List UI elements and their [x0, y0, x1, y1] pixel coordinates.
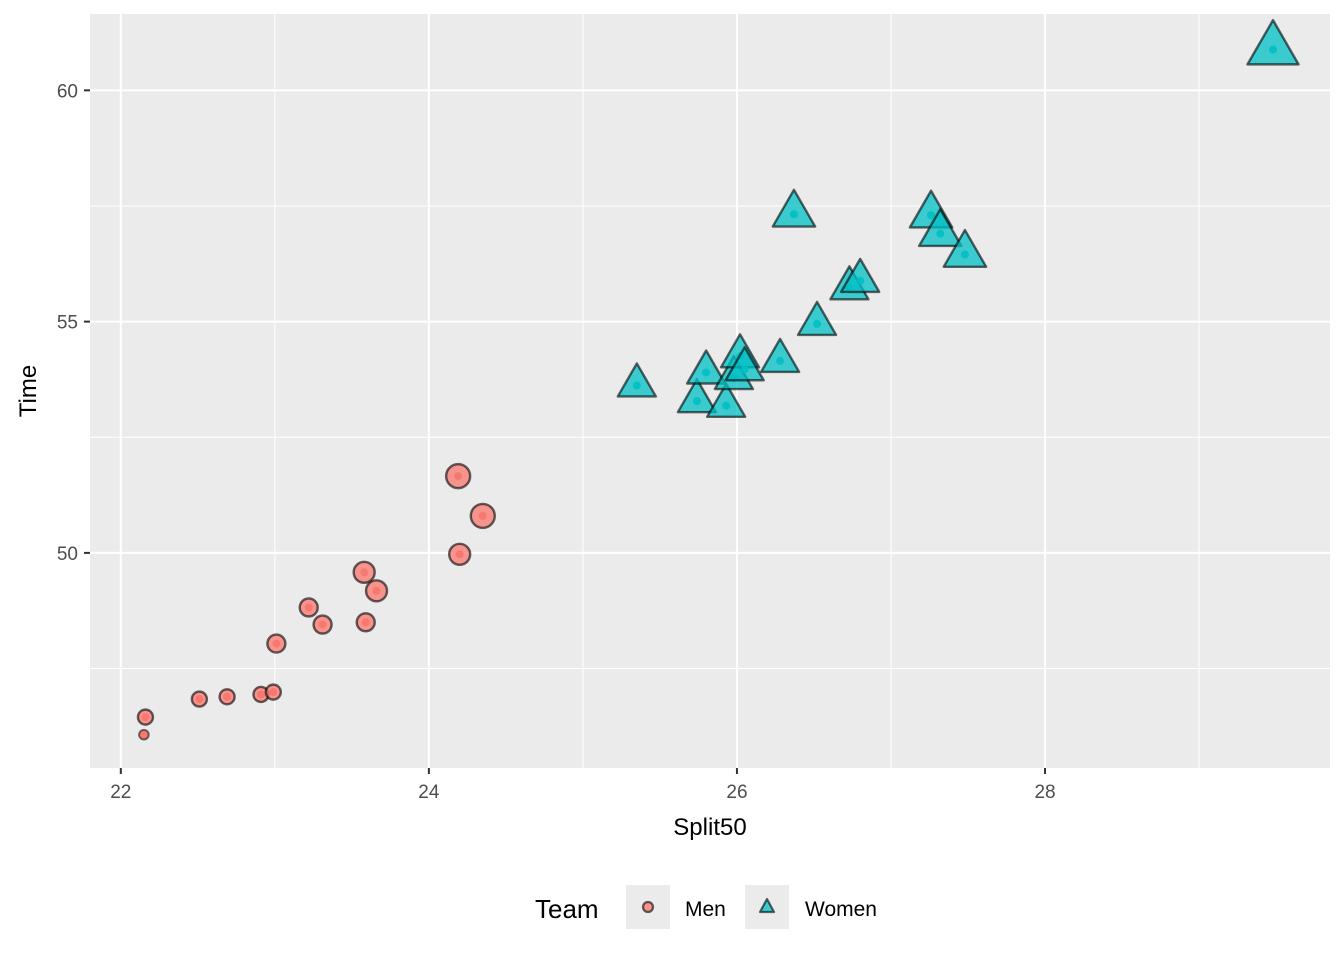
women-point-center: [722, 401, 731, 410]
women-point-center: [960, 250, 969, 259]
legend-label-women: Women: [805, 898, 877, 921]
women-point: [1246, 18, 1300, 66]
women-point: [917, 208, 963, 248]
men-point-center: [318, 620, 327, 629]
women-point-shape: [616, 362, 658, 398]
men-point-center: [455, 550, 464, 559]
men-point: [266, 633, 287, 654]
women-point-shape: [942, 228, 988, 268]
men-point: [218, 688, 236, 706]
women-point-shape: [676, 377, 718, 414]
men-point: [138, 728, 150, 741]
legend-title: Team: [535, 894, 599, 924]
women-point: [771, 188, 817, 228]
women-point: [616, 362, 658, 398]
x-tick-label: 26: [726, 782, 747, 803]
men-point-center: [454, 472, 463, 481]
women-point-shape: [1246, 18, 1300, 66]
women-point-center: [813, 319, 822, 328]
men-point: [364, 579, 389, 603]
women-point-shape: [917, 208, 963, 248]
women-point-shape: [724, 346, 765, 382]
women-point-center: [702, 368, 711, 377]
men-point: [469, 502, 496, 530]
women-point: [759, 337, 801, 374]
y-tick-label: 50: [57, 544, 78, 565]
men-point-center: [478, 511, 487, 520]
men-point: [444, 462, 472, 490]
men-point: [355, 612, 376, 633]
women-point: [796, 300, 838, 337]
men-point: [352, 560, 376, 585]
women-point: [724, 346, 765, 382]
legend: Team Men Women: [535, 885, 877, 929]
men-point-center: [269, 688, 278, 697]
women-point-center: [632, 381, 641, 390]
men-point: [312, 614, 333, 635]
men-point-center: [223, 692, 232, 701]
men-point: [264, 683, 283, 701]
women-point-center: [692, 397, 701, 406]
men-point-center: [139, 730, 148, 739]
legend-men-symbol: [641, 900, 655, 914]
y-tick-labels: 50 55 60: [57, 81, 78, 565]
women-point-center: [1269, 45, 1278, 54]
plot-panel: [90, 14, 1330, 768]
men-point: [190, 690, 209, 708]
x-tick-labels: 22 24 26 28: [110, 782, 1055, 803]
men-point: [136, 708, 155, 726]
men-point-center: [372, 586, 381, 595]
major-gridlines: [90, 14, 1330, 768]
women-point-center: [776, 356, 785, 365]
men-point: [447, 542, 472, 566]
legend-women-symbol: [758, 897, 776, 914]
men-point-center: [304, 603, 313, 612]
women-point: [705, 382, 747, 419]
legend-label-men: Men: [685, 898, 726, 921]
y-axis-title: Time: [15, 365, 42, 417]
women-point-shape: [796, 300, 838, 337]
women-point: [685, 349, 727, 385]
women-point-center: [856, 276, 865, 285]
x-tick-label: 28: [1034, 782, 1055, 803]
women-point-shape: [839, 257, 881, 294]
x-axis-title: Split50: [673, 814, 746, 841]
men-point-center: [361, 618, 370, 627]
women-point: [839, 257, 881, 294]
men-point-center: [256, 690, 265, 699]
women-point-shape: [771, 188, 817, 228]
x-tick-label: 22: [110, 782, 131, 803]
women-point: [942, 228, 988, 268]
axis-ticks: [84, 89, 1047, 774]
women-point-center: [740, 365, 749, 374]
men-point-center: [141, 713, 150, 722]
women-point-center: [789, 210, 798, 219]
y-tick-label: 60: [57, 81, 78, 102]
women-point-shape: [705, 382, 747, 419]
women-point-center: [936, 229, 945, 238]
men-point: [298, 597, 319, 618]
women-point-shape: [759, 337, 801, 374]
data-points: [136, 18, 1300, 741]
men-point-center: [360, 568, 369, 577]
x-tick-label: 24: [418, 782, 440, 803]
men-point-center: [272, 639, 281, 648]
y-tick-label: 55: [57, 313, 78, 334]
women-point: [676, 377, 718, 414]
minor-gridlines: [90, 14, 1330, 768]
men-point-center: [195, 695, 204, 704]
women-point-center: [927, 211, 936, 220]
women-point-shape: [685, 349, 727, 385]
